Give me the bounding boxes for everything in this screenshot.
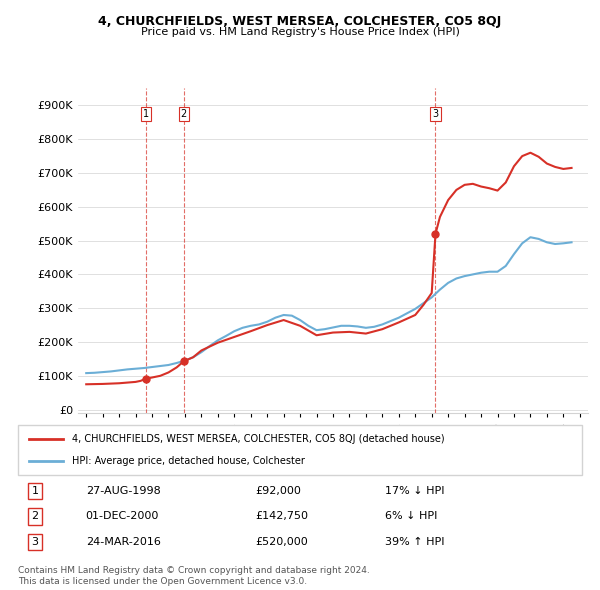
Text: 3: 3 [31, 537, 38, 547]
Text: 24-MAR-2016: 24-MAR-2016 [86, 537, 161, 547]
Text: £92,000: £92,000 [255, 486, 301, 496]
Text: Price paid vs. HM Land Registry's House Price Index (HPI): Price paid vs. HM Land Registry's House … [140, 27, 460, 37]
Text: 17% ↓ HPI: 17% ↓ HPI [385, 486, 444, 496]
Text: 27-AUG-1998: 27-AUG-1998 [86, 486, 160, 496]
Text: £142,750: £142,750 [255, 512, 308, 522]
Text: 2: 2 [181, 109, 187, 119]
Text: 39% ↑ HPI: 39% ↑ HPI [385, 537, 444, 547]
Text: Contains HM Land Registry data © Crown copyright and database right 2024.
This d: Contains HM Land Registry data © Crown c… [18, 566, 370, 586]
Text: £520,000: £520,000 [255, 537, 308, 547]
Text: 4, CHURCHFIELDS, WEST MERSEA, COLCHESTER, CO5 8QJ (detached house): 4, CHURCHFIELDS, WEST MERSEA, COLCHESTER… [71, 434, 444, 444]
Text: 2: 2 [31, 512, 38, 522]
Text: 01-DEC-2000: 01-DEC-2000 [86, 512, 159, 522]
Text: 4, CHURCHFIELDS, WEST MERSEA, COLCHESTER, CO5 8QJ: 4, CHURCHFIELDS, WEST MERSEA, COLCHESTER… [98, 15, 502, 28]
FancyBboxPatch shape [18, 425, 582, 475]
Text: 6% ↓ HPI: 6% ↓ HPI [385, 512, 437, 522]
Text: HPI: Average price, detached house, Colchester: HPI: Average price, detached house, Colc… [71, 456, 304, 466]
Text: 1: 1 [31, 486, 38, 496]
Text: 3: 3 [433, 109, 439, 119]
Text: 1: 1 [143, 109, 149, 119]
